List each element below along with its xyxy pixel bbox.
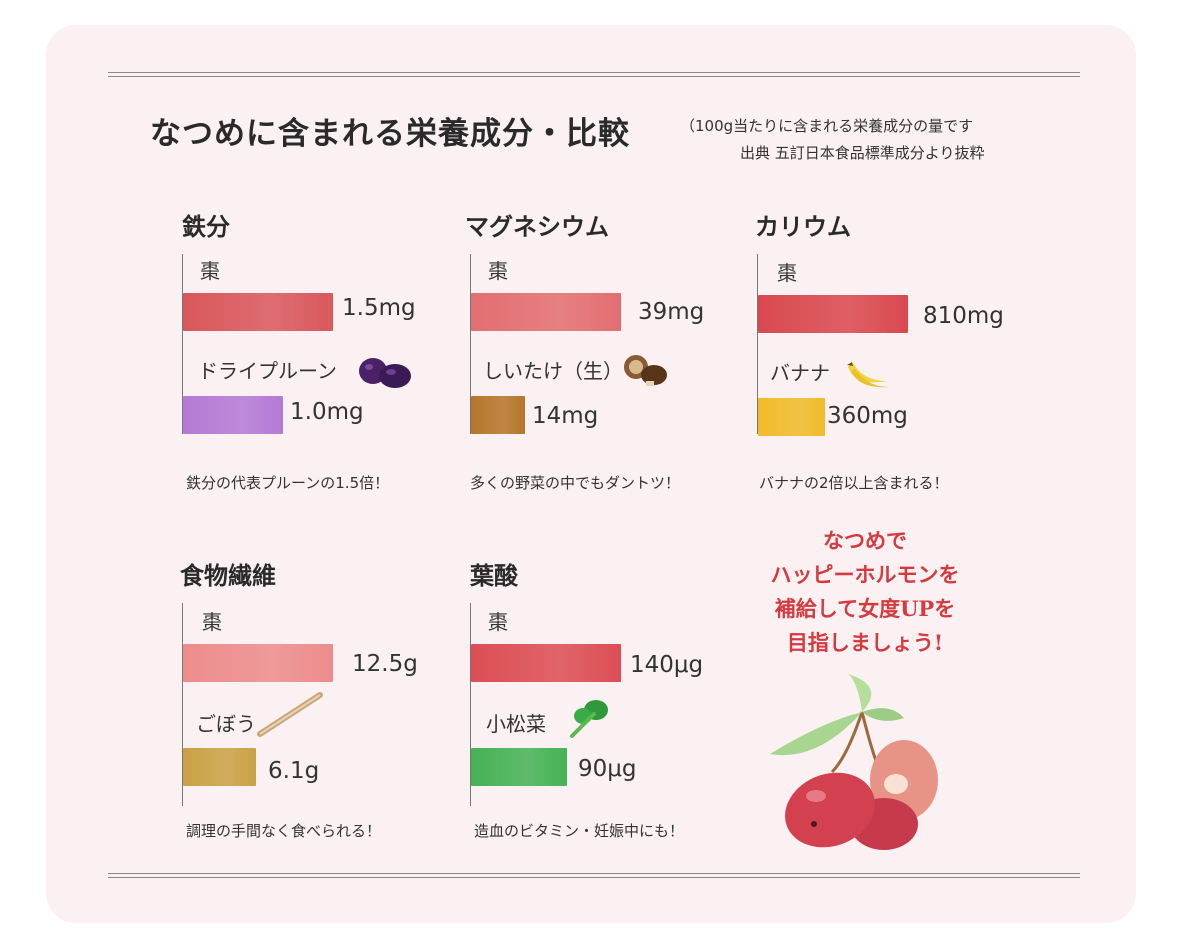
shiitake-icon <box>624 355 667 386</box>
axis-line <box>182 603 183 806</box>
bar-komatsuna <box>471 748 567 786</box>
value-label: 140μg <box>630 652 704 678</box>
bar-banana <box>758 398 825 436</box>
slogan-line: ハッピーホルモンを <box>770 562 960 587</box>
page-title: なつめに含まれる栄養成分・比較 <box>150 116 630 152</box>
bar-shiitake <box>471 396 525 434</box>
category-label: 棗 <box>488 259 508 283</box>
bar-jujube <box>758 295 908 333</box>
panel-caption: 調理の手間なく食べられる！ <box>186 822 382 840</box>
slogan-line: 補給して女度UPを <box>774 596 956 621</box>
value-label: 360mg <box>827 403 908 429</box>
burdock-icon <box>257 692 323 737</box>
panel-title: 食物繊維 <box>180 561 276 590</box>
bar-prune <box>183 396 283 434</box>
axis-line <box>757 254 758 434</box>
slogan-line: なつめで <box>823 528 907 553</box>
category-label: しいたけ（生） <box>483 359 623 383</box>
bar-jujube <box>471 644 621 682</box>
panel-title: 葉酸 <box>470 561 518 590</box>
category-label: 棗 <box>488 610 508 634</box>
value-label: 14mg <box>532 403 599 429</box>
panel-caption: 鉄分の代表プルーンの1.5倍！ <box>186 474 390 492</box>
value-label: 90μg <box>578 756 637 782</box>
category-label: バナナ <box>770 361 830 385</box>
value-label: 12.5g <box>352 651 418 677</box>
bar-jujube <box>183 293 333 331</box>
value-label: 1.0mg <box>290 399 364 425</box>
bar-jujube <box>471 293 621 331</box>
bar-burdock <box>183 748 256 786</box>
axis-line <box>182 254 183 434</box>
jujube-illustration <box>770 674 938 850</box>
source-citation: 出典 五訂日本食品標準成分より抜粋 <box>740 144 985 162</box>
panel-title: マグネシウム <box>465 212 609 241</box>
category-label: 棗 <box>202 610 222 634</box>
value-label: 6.1g <box>268 758 320 784</box>
category-label: ごぼう <box>196 712 256 736</box>
value-label: 39mg <box>638 299 705 325</box>
bar-jujube <box>183 644 333 682</box>
panel-title: カリウム <box>755 212 851 241</box>
axis-line <box>470 254 471 434</box>
komatsuna-icon <box>570 700 608 738</box>
category-label: 棗 <box>200 259 220 283</box>
category-label: 小松菜 <box>486 712 546 736</box>
category-label: 棗 <box>777 261 797 285</box>
panel-caption: 多くの野菜の中でもダントツ！ <box>470 474 681 492</box>
top-divider <box>108 72 1080 77</box>
banana-icon <box>847 362 889 388</box>
axis-line <box>470 603 471 806</box>
slogan-line: 目指しましょう! <box>786 630 944 655</box>
source-note: （100g当たりに含まれる栄養成分の量です <box>680 117 974 135</box>
category-label: ドライプルーン <box>198 359 337 383</box>
panel-title: 鉄分 <box>182 212 230 241</box>
value-label: 1.5mg <box>342 295 416 321</box>
panel-caption: バナナの2倍以上含まれる！ <box>759 474 949 492</box>
bottom-divider <box>108 873 1080 878</box>
panel-caption: 造血のビタミン・妊娠中にも！ <box>474 822 685 840</box>
prune-icon <box>359 358 411 388</box>
value-label: 810mg <box>923 303 1004 329</box>
slogan: なつめで ハッピーホルモンを 補給して女度UPを 目指しましょう! <box>740 524 990 660</box>
